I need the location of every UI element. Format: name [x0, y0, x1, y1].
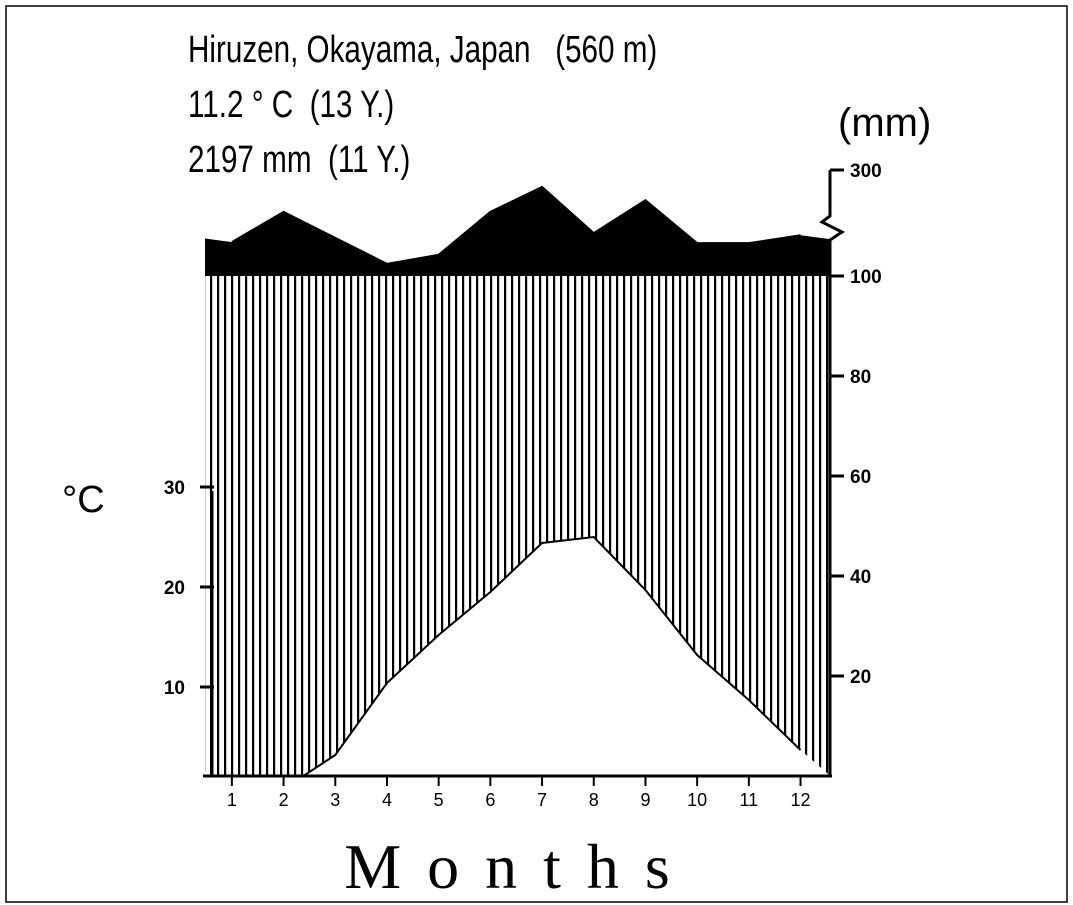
x-tick-label: 10	[687, 790, 707, 810]
x-axis-label: Months	[344, 831, 696, 902]
y2-tick-label: 300	[850, 161, 882, 182]
x-tick-label: 6	[485, 790, 495, 810]
x-tick-label: 8	[589, 790, 599, 810]
x-tick-label: 1	[227, 790, 237, 810]
x-tick-label: 11	[739, 790, 758, 810]
precipitation-line	[231, 185, 801, 265]
annotation-group: 11.2 ° C (13 Y.)	[188, 84, 394, 126]
x-tick-label: 5	[434, 790, 444, 810]
y2-axis	[819, 170, 845, 776]
frame	[5, 5, 1068, 903]
x-tick-label: 9	[640, 790, 650, 810]
x-tick-label: 4	[382, 790, 392, 810]
y-tick-label: 30	[164, 478, 185, 499]
y2-tick-label: 80	[850, 367, 871, 388]
x-tick-label: 3	[330, 790, 340, 810]
x-tick-label: 7	[537, 790, 547, 810]
annotation: 11.2 ° C (13 Y.)	[188, 84, 394, 126]
x-tick-label: 2	[279, 790, 289, 810]
chart-title: Hiruzen, Okayama, Japan (560 m)	[188, 29, 657, 71]
y2-tick-label: 60	[850, 467, 871, 488]
y-tick-label: 10	[164, 678, 185, 699]
annotation: 2197 mm (11 Y.)	[188, 139, 410, 181]
title-group: Hiruzen, Okayama, Japan (560 m)	[188, 29, 657, 71]
y-axis-label: °C	[62, 479, 105, 521]
y2-tick-label: 100	[850, 267, 882, 288]
annotation-group: 2197 mm (11 Y.)	[188, 139, 410, 181]
y2-tick-label: 40	[850, 567, 871, 588]
y2-axis-label: (mm)	[838, 101, 931, 145]
y2-tick-label: 20	[850, 667, 871, 688]
precipitation-area	[205, 186, 830, 276]
x-tick-label: 12	[791, 790, 811, 810]
y-tick-label: 20	[164, 578, 185, 599]
plot	[205, 185, 830, 776]
temperature-line	[301, 535, 802, 776]
temperature-area	[205, 537, 830, 776]
